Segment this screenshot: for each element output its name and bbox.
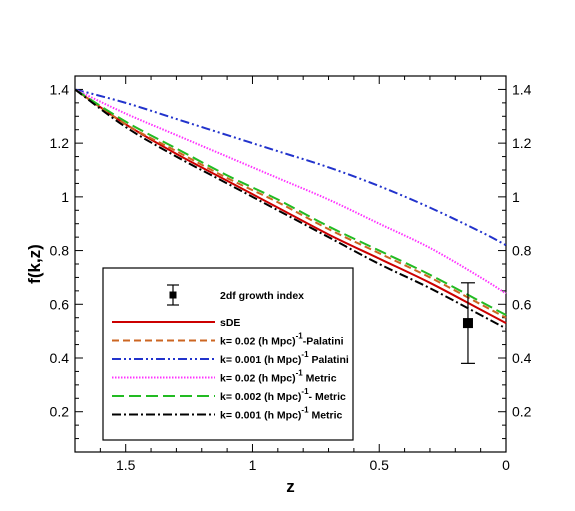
y-tick-label: 0.2 xyxy=(50,404,70,420)
x-tick-label: 0.5 xyxy=(370,457,390,473)
legend-label-4: k= 0.002 (h Mpc)-1- Metric xyxy=(220,387,346,403)
y-axis-label: f(k,z) xyxy=(25,244,44,284)
series-line-5 xyxy=(74,88,507,330)
data-point xyxy=(462,318,473,329)
y-tick-label: 0.6 xyxy=(50,296,70,312)
x-tick-label: 0 xyxy=(502,457,510,473)
y-tick-label-right: 1.2 xyxy=(512,135,532,151)
axes: 1.5 1 0.5 0 0.2 0.2 0.4 0.4 0.6 0.6 0.8 0.8 1 1 1.2 1.2… xyxy=(50,75,532,473)
series-layer xyxy=(74,88,507,330)
series-line-2 xyxy=(74,88,507,247)
observation-marker xyxy=(460,282,475,364)
x-tick-label: 1.5 xyxy=(116,457,136,473)
y-tick-label-right: 0.4 xyxy=(512,350,532,366)
series-line-4 xyxy=(74,88,507,316)
y-tick-label-right: 1 xyxy=(512,189,520,205)
x-axis-label: z xyxy=(286,477,295,496)
legend-box xyxy=(102,267,354,441)
legend-label-1: k= 0.02 (h Mpc)-1-Palatini xyxy=(220,332,344,348)
legend-label-0: sDE xyxy=(220,317,240,329)
series-line-3 xyxy=(74,88,507,295)
legend-label-3: k= 0.02 (h Mpc)-1 Metric xyxy=(220,369,337,385)
y-tick-label: 1 xyxy=(61,189,69,205)
y-tick-label: 0.4 xyxy=(50,350,70,366)
x-tick-label: 1 xyxy=(249,457,257,473)
legend-point xyxy=(169,291,177,299)
series-line-1 xyxy=(74,88,507,319)
y-tick-label-right: 0.2 xyxy=(512,404,532,420)
series-line-0 xyxy=(74,88,507,324)
y-tick-label-right: 0.8 xyxy=(512,243,532,259)
legend-label-5: k= 0.001 (h Mpc)-1 Metric xyxy=(220,406,343,422)
y-tick-label: 1.2 xyxy=(50,135,70,151)
legend-label-observation: 2df growth index xyxy=(220,290,304,302)
y-tick-label-right: 0.6 xyxy=(512,296,532,312)
y-tick-label-right: 1.4 xyxy=(512,81,532,97)
y-tick-label: 1.4 xyxy=(50,81,70,97)
legend-label-2: k= 0.001 (h Mpc)-1 Palatini xyxy=(220,350,349,366)
y-tick-label: 0.8 xyxy=(50,243,70,259)
legend: 2df growth index sDE k= 0.02 (h Mpc)-1-Pal… xyxy=(102,267,354,441)
